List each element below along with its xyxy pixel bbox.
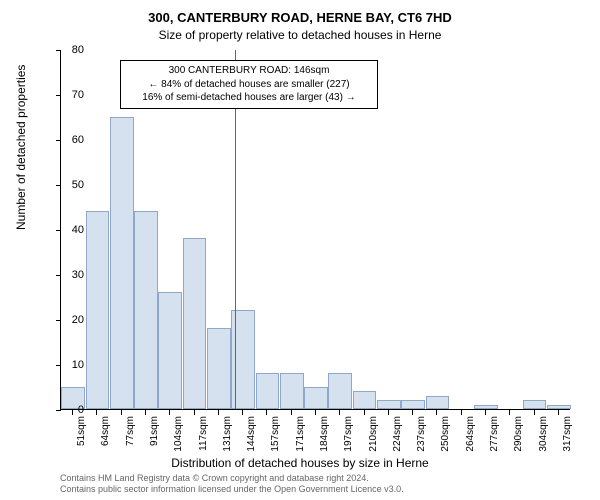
x-tick-mark <box>339 410 340 415</box>
footer-attribution: Contains HM Land Registry data © Crown c… <box>60 473 404 496</box>
histogram-bar <box>183 238 207 409</box>
y-tick-label: 20 <box>54 314 84 326</box>
x-tick-label: 64sqm <box>100 416 111 446</box>
x-tick-mark <box>242 410 243 415</box>
x-axis-label: Distribution of detached houses by size … <box>0 456 600 470</box>
histogram-bar <box>304 387 328 410</box>
x-tick-mark <box>388 410 389 415</box>
x-tick-mark <box>461 410 462 415</box>
x-tick-mark <box>96 410 97 415</box>
x-tick-label: 184sqm <box>319 416 330 452</box>
x-tick-label: 91sqm <box>149 416 160 446</box>
x-tick-label: 237sqm <box>416 416 427 452</box>
x-tick-label: 171sqm <box>295 416 306 452</box>
histogram-bar <box>158 292 182 409</box>
y-tick-label: 60 <box>54 134 84 146</box>
histogram-bar <box>401 400 425 409</box>
y-tick-label: 80 <box>54 44 84 56</box>
histogram-bar <box>134 211 158 409</box>
x-tick-mark <box>121 410 122 415</box>
x-tick-label: 210sqm <box>368 416 379 452</box>
y-tick-label: 0 <box>54 404 84 416</box>
y-tick-label: 10 <box>54 359 84 371</box>
x-tick-label: 131sqm <box>222 416 233 452</box>
histogram-bar <box>547 405 571 410</box>
y-axis-label: Number of detached properties <box>14 65 28 230</box>
histogram-bar <box>377 400 401 409</box>
chart-container: 300, CANTERBURY ROAD, HERNE BAY, CT6 7HD… <box>0 0 600 500</box>
annotation-box: 300 CANTERBURY ROAD: 146sqm ← 84% of det… <box>120 60 378 109</box>
x-tick-label: 224sqm <box>392 416 403 452</box>
x-tick-mark <box>218 410 219 415</box>
x-tick-mark <box>72 410 73 415</box>
x-tick-mark <box>509 410 510 415</box>
x-tick-mark <box>194 410 195 415</box>
x-tick-label: 104sqm <box>173 416 184 452</box>
histogram-bar <box>256 373 280 409</box>
footer-line-2: Contains public sector information licen… <box>60 484 404 496</box>
x-tick-mark <box>485 410 486 415</box>
x-tick-label: 144sqm <box>246 416 257 452</box>
x-tick-label: 117sqm <box>198 416 209 451</box>
x-tick-mark <box>412 410 413 415</box>
histogram-bar <box>86 211 110 409</box>
x-tick-mark <box>169 410 170 415</box>
x-tick-label: 197sqm <box>343 416 354 452</box>
x-tick-label: 77sqm <box>125 416 136 446</box>
x-tick-label: 157sqm <box>270 416 281 452</box>
histogram-bar <box>328 373 352 409</box>
histogram-bar <box>110 117 134 410</box>
y-tick-label: 40 <box>54 224 84 236</box>
x-tick-label: 250sqm <box>440 416 451 452</box>
histogram-bar <box>280 373 304 409</box>
chart-title-sub: Size of property relative to detached ho… <box>0 28 600 42</box>
annotation-line-2: ← 84% of detached houses are smaller (22… <box>127 78 371 92</box>
histogram-bar <box>207 328 231 409</box>
x-tick-mark <box>291 410 292 415</box>
x-tick-mark <box>436 410 437 415</box>
annotation-line-3: 16% of semi-detached houses are larger (… <box>127 91 371 105</box>
footer-line-1: Contains HM Land Registry data © Crown c… <box>60 473 404 485</box>
x-tick-mark <box>534 410 535 415</box>
x-tick-mark <box>315 410 316 415</box>
x-tick-label: 277sqm <box>489 416 500 452</box>
histogram-bar <box>523 400 547 409</box>
x-tick-mark <box>558 410 559 415</box>
x-tick-label: 51sqm <box>76 416 87 446</box>
y-tick-label: 30 <box>54 269 84 281</box>
x-tick-label: 264sqm <box>465 416 476 452</box>
chart-title-main: 300, CANTERBURY ROAD, HERNE BAY, CT6 7HD <box>0 10 600 25</box>
x-tick-mark <box>364 410 365 415</box>
histogram-bar <box>426 396 450 410</box>
x-tick-label: 304sqm <box>538 416 549 452</box>
annotation-line-1: 300 CANTERBURY ROAD: 146sqm <box>127 64 371 78</box>
y-tick-label: 70 <box>54 89 84 101</box>
x-tick-mark <box>145 410 146 415</box>
y-tick-label: 50 <box>54 179 84 191</box>
histogram-bar <box>353 391 377 409</box>
x-tick-label: 317sqm <box>562 416 573 452</box>
x-tick-mark <box>266 410 267 415</box>
x-tick-label: 290sqm <box>513 416 524 452</box>
histogram-bar <box>474 405 498 410</box>
